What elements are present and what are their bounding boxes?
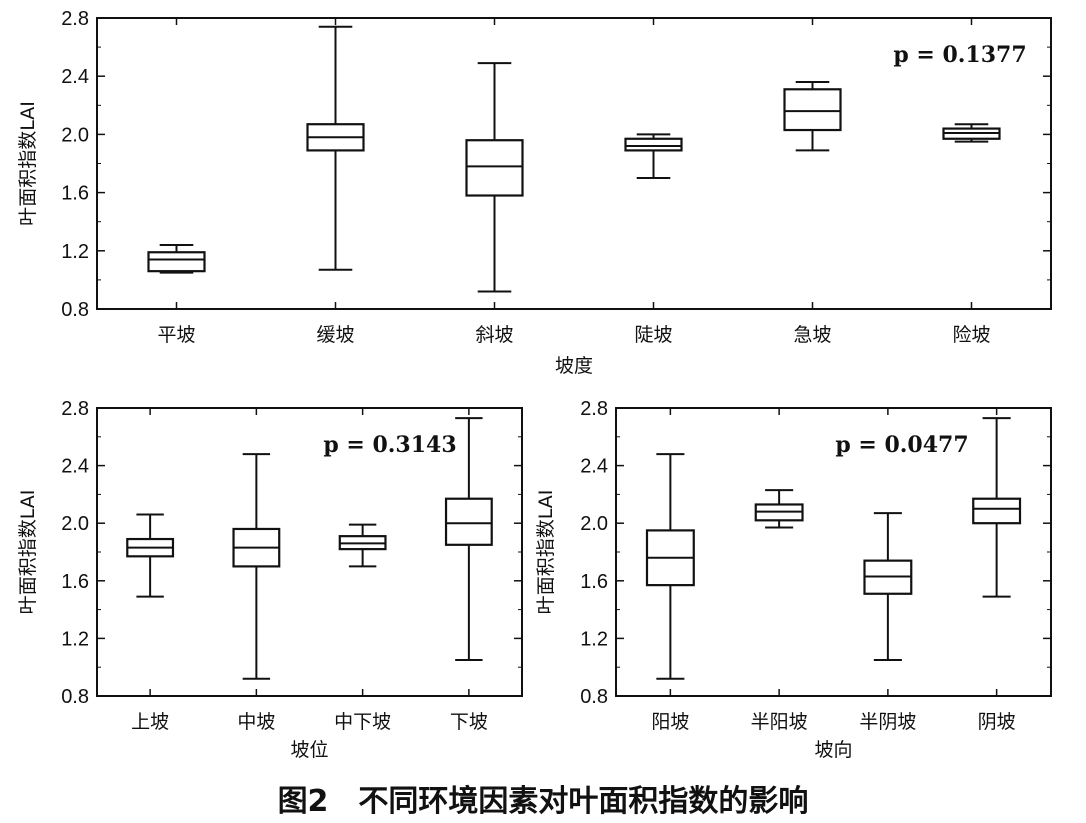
box-2: [306, 25, 365, 271]
box-4: [972, 417, 1022, 598]
iqr-box: [783, 88, 842, 132]
x-category-label: 中下坡: [334, 711, 391, 733]
y-tick-label: 2.0: [61, 513, 89, 535]
iqr-box: [147, 251, 206, 273]
figure-caption: 图2 不同环境因素对叶面积指数的影响: [277, 784, 809, 819]
box-5: [783, 81, 842, 152]
x-category-label: 中坡: [237, 711, 275, 733]
y-tick-label: 1.2: [61, 241, 89, 263]
p-value-annotation: p = 0.1377: [893, 42, 1026, 68]
box-3: [338, 523, 387, 568]
y-tick-label: 1.6: [61, 571, 89, 593]
x-category-label: 险坡: [952, 324, 990, 346]
p-value-annotation: p = 0.3143: [323, 432, 456, 458]
iqr-box: [624, 137, 683, 152]
y-tick-label: 0.8: [61, 686, 89, 708]
x-category-label: 半阳坡: [751, 711, 808, 733]
box-3: [863, 512, 913, 661]
y-tick-label: 2.4: [61, 456, 89, 478]
y-tick-label: 2.0: [61, 124, 89, 146]
y-axis-label: 叶面积指数LAI: [17, 490, 39, 615]
box-3: [465, 62, 524, 293]
box-4: [624, 133, 683, 180]
x-category-label: 半阴坡: [859, 711, 916, 733]
y-tick-label: 1.6: [61, 183, 89, 205]
x-axis-label: 坡向: [814, 739, 852, 761]
y-axis-label: 叶面积指数LAI: [535, 490, 557, 615]
iqr-box: [972, 497, 1022, 525]
x-category-label: 下坡: [450, 711, 488, 733]
y-tick-label: 0.8: [580, 686, 608, 708]
box-6: [942, 123, 1001, 143]
y-tick-label: 2.8: [61, 8, 89, 30]
x-category-label: 阴坡: [978, 711, 1016, 733]
box-4: [444, 417, 493, 661]
y-tick-label: 2.4: [61, 66, 89, 88]
y-tick-label: 2.8: [61, 398, 89, 420]
box-1: [126, 513, 175, 598]
y-tick-label: 0.8: [61, 299, 89, 321]
y-tick-label: 1.2: [580, 628, 608, 650]
iqr-box: [444, 497, 493, 546]
x-category-label: 陡坡: [634, 324, 672, 346]
y-tick-label: 2.0: [580, 513, 608, 535]
x-category-label: 急坡: [793, 324, 831, 346]
x-category-label: 缓坡: [316, 324, 354, 346]
box-2: [232, 453, 281, 680]
x-category-label: 上坡: [131, 711, 169, 733]
y-tick-label: 2.8: [580, 398, 608, 420]
p-value-annotation: p = 0.0477: [835, 432, 968, 458]
box-1: [645, 453, 695, 680]
iqr-box: [465, 139, 524, 197]
x-category-label: 斜坡: [475, 324, 513, 346]
y-tick-label: 1.6: [580, 571, 608, 593]
y-tick-label: 2.4: [580, 456, 608, 478]
box-1: [147, 243, 206, 274]
box-2: [754, 489, 804, 529]
x-category-label: 平坡: [157, 324, 195, 346]
y-tick-label: 1.2: [61, 628, 89, 650]
x-axis-label: 坡度: [555, 355, 593, 377]
y-axis-label: 叶面积指数LAI: [17, 101, 39, 226]
x-category-label: 阳坡: [651, 711, 689, 733]
x-axis-label: 坡位: [290, 739, 328, 761]
